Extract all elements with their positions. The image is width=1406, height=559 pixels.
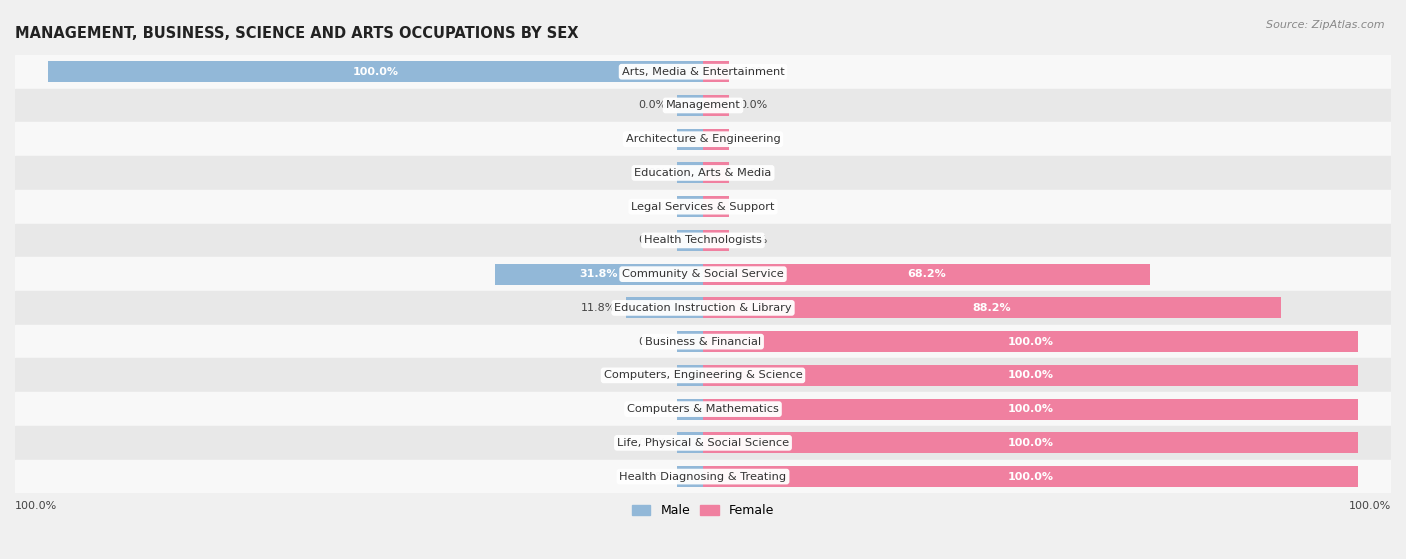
Bar <box>676 433 703 453</box>
Text: Education Instruction & Library: Education Instruction & Library <box>614 303 792 313</box>
Bar <box>703 331 1358 352</box>
Text: Architecture & Engineering: Architecture & Engineering <box>626 134 780 144</box>
Bar <box>15 325 1391 358</box>
Bar <box>676 196 703 217</box>
Text: 0.0%: 0.0% <box>638 134 666 144</box>
Bar <box>703 196 730 217</box>
Text: MANAGEMENT, BUSINESS, SCIENCE AND ARTS OCCUPATIONS BY SEX: MANAGEMENT, BUSINESS, SCIENCE AND ARTS O… <box>15 26 578 41</box>
Text: 100.0%: 100.0% <box>1008 438 1053 448</box>
Text: Community & Social Service: Community & Social Service <box>621 269 785 279</box>
Bar <box>15 392 1391 426</box>
Bar <box>15 358 1391 392</box>
Text: Legal Services & Support: Legal Services & Support <box>631 202 775 212</box>
Bar <box>703 433 1358 453</box>
Text: 68.2%: 68.2% <box>907 269 946 279</box>
Bar <box>676 95 703 116</box>
Text: 100.0%: 100.0% <box>353 67 398 77</box>
Text: Life, Physical & Social Science: Life, Physical & Social Science <box>617 438 789 448</box>
Text: Education, Arts & Media: Education, Arts & Media <box>634 168 772 178</box>
Text: 0.0%: 0.0% <box>740 235 768 245</box>
Text: 0.0%: 0.0% <box>638 168 666 178</box>
Bar <box>15 426 1391 459</box>
Text: Computers & Mathematics: Computers & Mathematics <box>627 404 779 414</box>
Bar <box>626 297 703 318</box>
Bar <box>15 55 1391 88</box>
Bar <box>15 257 1391 291</box>
Legend: Male, Female: Male, Female <box>627 499 779 522</box>
Text: 0.0%: 0.0% <box>638 337 666 347</box>
Text: 100.0%: 100.0% <box>1008 404 1053 414</box>
Bar <box>676 399 703 420</box>
Text: Arts, Media & Entertainment: Arts, Media & Entertainment <box>621 67 785 77</box>
Bar <box>495 264 703 285</box>
Text: Health Diagnosing & Treating: Health Diagnosing & Treating <box>620 472 786 482</box>
Bar <box>703 163 730 183</box>
Text: 0.0%: 0.0% <box>740 202 768 212</box>
Bar <box>703 297 1281 318</box>
Bar <box>676 466 703 487</box>
Text: 0.0%: 0.0% <box>740 101 768 111</box>
Text: 0.0%: 0.0% <box>638 235 666 245</box>
Text: 0.0%: 0.0% <box>638 404 666 414</box>
Text: Source: ZipAtlas.com: Source: ZipAtlas.com <box>1267 20 1385 30</box>
Text: Computers, Engineering & Science: Computers, Engineering & Science <box>603 371 803 380</box>
Text: 0.0%: 0.0% <box>740 67 768 77</box>
Text: 0.0%: 0.0% <box>740 168 768 178</box>
Bar <box>703 365 1358 386</box>
Bar <box>676 163 703 183</box>
Bar <box>15 459 1391 494</box>
Text: Health Technologists: Health Technologists <box>644 235 762 245</box>
Text: Management: Management <box>665 101 741 111</box>
Text: 11.8%: 11.8% <box>581 303 616 313</box>
Text: 0.0%: 0.0% <box>638 202 666 212</box>
Bar <box>703 61 730 82</box>
Text: Business & Financial: Business & Financial <box>645 337 761 347</box>
Bar <box>15 190 1391 224</box>
Text: 100.0%: 100.0% <box>1008 472 1053 482</box>
Text: 0.0%: 0.0% <box>638 438 666 448</box>
Bar <box>48 61 703 82</box>
Text: 100.0%: 100.0% <box>1348 501 1391 511</box>
Text: 100.0%: 100.0% <box>1008 337 1053 347</box>
Bar <box>15 224 1391 257</box>
Text: 0.0%: 0.0% <box>638 472 666 482</box>
Text: 0.0%: 0.0% <box>740 134 768 144</box>
Bar <box>15 88 1391 122</box>
Bar <box>703 466 1358 487</box>
Bar <box>676 129 703 150</box>
Bar <box>703 264 1150 285</box>
Text: 31.8%: 31.8% <box>579 269 619 279</box>
Bar <box>15 291 1391 325</box>
Bar <box>703 129 730 150</box>
Bar <box>703 399 1358 420</box>
Bar <box>676 365 703 386</box>
Text: 100.0%: 100.0% <box>15 501 58 511</box>
Bar <box>15 122 1391 156</box>
Text: 100.0%: 100.0% <box>1008 371 1053 380</box>
Bar <box>676 331 703 352</box>
Text: 0.0%: 0.0% <box>638 371 666 380</box>
Text: 0.0%: 0.0% <box>638 101 666 111</box>
Bar <box>676 230 703 251</box>
Bar <box>15 156 1391 190</box>
Bar <box>703 230 730 251</box>
Bar <box>703 95 730 116</box>
Text: 88.2%: 88.2% <box>973 303 1011 313</box>
